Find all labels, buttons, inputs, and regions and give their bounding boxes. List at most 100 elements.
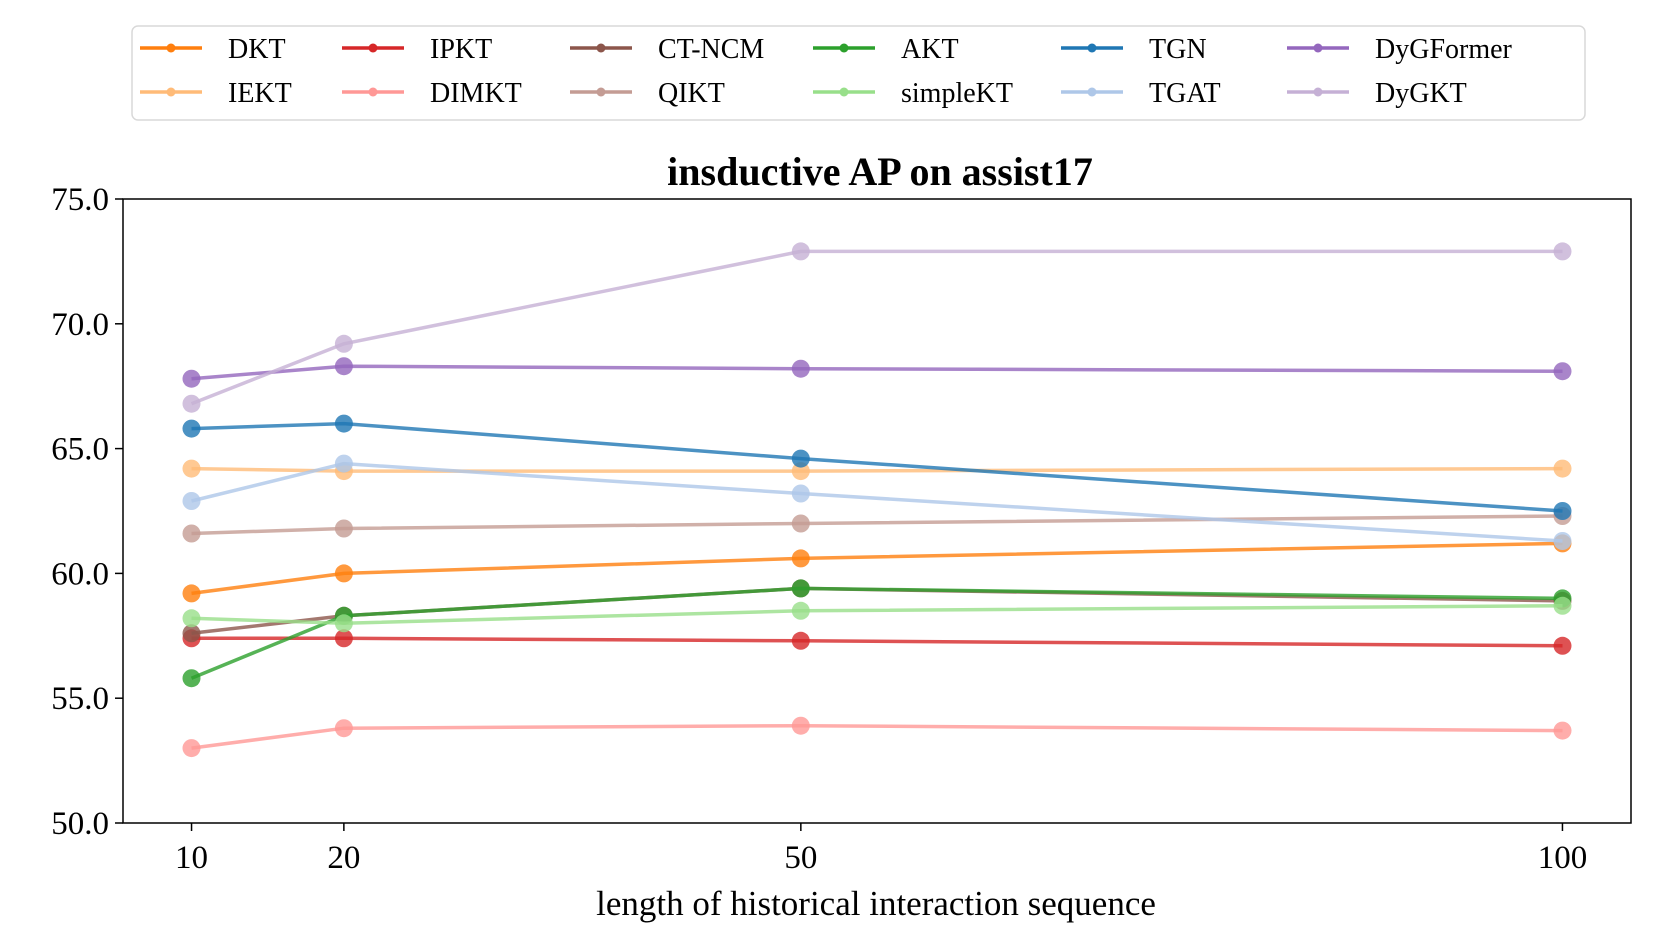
data-point [182,609,201,628]
data-point [791,514,810,533]
data-point [182,584,201,603]
series-tgn [182,414,1572,520]
series-dygformer [182,357,1572,388]
legend-label: DyGKT [1375,78,1467,109]
data-point [334,357,353,376]
data-point [182,524,201,543]
data-point [791,601,810,620]
y-axis: 50.0 55.0 60.0 65.0 70.0 75.0 [51,182,123,842]
x-tick-label: 50 [784,840,817,876]
data-point [1553,502,1572,520]
legend-frame [131,25,1586,121]
data-point [791,462,810,481]
data-point [791,359,810,378]
series-layer [182,242,1572,758]
series-qikt [182,507,1572,543]
data-point [334,519,353,538]
legend-label: DyGFormer [1375,34,1513,65]
data-point [182,492,201,510]
legend-item-iekt: IEKT [140,78,292,109]
data-point [182,394,201,413]
data-point [1553,532,1572,550]
legend-marker [596,87,606,97]
legend-item-simplekt: simpleKT [813,78,1013,109]
y-tick-label: 55.0 [51,681,109,717]
legend-label: QIKT [658,78,725,109]
data-point [1553,721,1572,740]
legend-label: simpleKT [901,78,1013,109]
legend-marker [1313,43,1323,53]
data-point [1553,596,1572,615]
data-point [334,719,353,738]
data-point [334,614,353,633]
series-simplekt [182,596,1572,633]
series-line-dimkt [191,723,1563,750]
legend-item-tgat: TGAT [1061,78,1221,109]
series-line-simplekt [191,604,1563,626]
series-line-iekt [191,466,1563,473]
legend-item-ct-ncm: CT-NCM [570,34,764,65]
data-point [182,739,201,758]
legend-item-tgn: TGN [1061,34,1207,65]
legend-item-qikt: QIKT [570,78,725,109]
data-point [334,629,353,648]
y-tick-label: 60.0 [51,556,109,592]
legend-item-dimkt: DIMKT [342,78,522,109]
series-line-dkt [191,541,1563,596]
legend-marker [839,87,849,97]
data-point [791,716,810,735]
legend-marker [1087,43,1097,53]
series-line-dygkt [190,249,1563,406]
x-axis-label: length of historical interaction sequenc… [596,884,1156,923]
data-point [791,242,810,261]
legend: DKT IEKT IPKT DIMKT CT-NCM QIKT AKT simpleKT TGN… [131,25,1586,121]
y-tick-label: 65.0 [51,432,109,468]
legend-item-dkt: DKT [140,34,286,65]
legend-marker [368,87,378,97]
series-tgat [182,454,1572,550]
series-akt [182,579,1572,688]
legend-label: TGN [1149,34,1207,65]
data-point [791,449,810,468]
data-point [334,334,353,353]
data-point [182,669,201,688]
legend-label: AKT [901,34,959,65]
series-dkt [182,534,1572,603]
x-tick-label: 100 [1538,840,1588,876]
data-point [182,459,201,478]
data-point [334,454,353,473]
legend-item-akt: AKT [813,34,959,65]
legend-item-ipkt: IPKT [342,34,492,65]
legend-marker [166,87,176,97]
data-point [791,549,810,568]
data-point [791,631,810,650]
x-tick-label: 20 [327,840,360,876]
series-line-tgn [191,421,1563,513]
legend-marker [1313,87,1323,97]
legend-marker [839,43,849,53]
data-point [1553,362,1572,381]
series-line-dygformer [191,364,1563,381]
legend-marker [166,43,176,53]
x-axis: 10 20 50 100 [175,823,1587,876]
series-line-qikt [191,514,1563,536]
legend-item-dygformer: DyGFormer [1287,34,1513,65]
series-line-akt [190,586,1563,680]
legend-label: DIMKT [430,78,522,109]
data-point [334,564,353,583]
series-ipkt [182,629,1572,655]
y-tick-label: 50.0 [51,806,109,842]
data-point [791,484,810,503]
series-line-ipkt [191,636,1563,648]
legend-item-dygkt: DyGKT [1287,78,1467,109]
series-dygkt [182,242,1572,413]
data-point [182,369,201,388]
legend-marker [1087,87,1097,97]
plot-frame [122,198,1632,824]
legend-marker [368,43,378,53]
chart-title: insductive AP on assist17 [667,149,1093,194]
data-point [182,624,201,643]
series-dimkt [182,716,1572,758]
